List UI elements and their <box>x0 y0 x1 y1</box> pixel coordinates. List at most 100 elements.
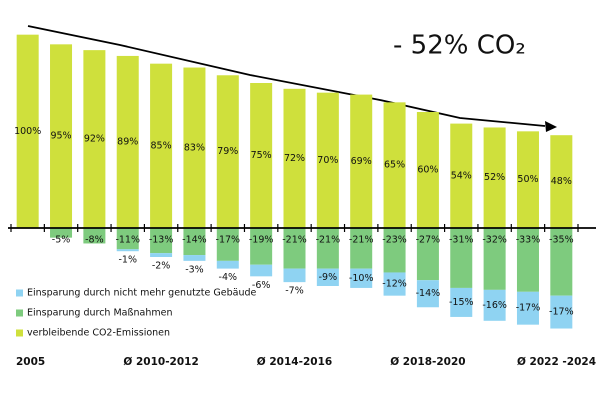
value-label: -21% <box>282 235 307 246</box>
value-label: -21% <box>316 235 341 246</box>
bar-segment <box>550 228 573 296</box>
bar-segment <box>350 94 373 228</box>
value-label: 89% <box>117 136 138 147</box>
bar-segment <box>450 287 473 317</box>
bar-segment <box>483 289 506 321</box>
legend-label: verbleibende CO2-Emissionen <box>27 328 170 339</box>
value-label: -1% <box>118 255 137 266</box>
bar-segment <box>450 123 473 228</box>
value-label: 54% <box>451 170 472 181</box>
bar-segment <box>550 135 573 228</box>
bar-segment <box>83 50 106 229</box>
value-label: -35% <box>549 235 574 246</box>
value-label: -19% <box>249 235 274 246</box>
bar-segment <box>316 228 339 269</box>
value-label: -17% <box>516 303 541 314</box>
value-label: 52% <box>484 172 505 183</box>
legend-label: Einsparung durch nicht mehr genutzte Geb… <box>27 288 256 299</box>
value-label: -31% <box>449 235 474 246</box>
value-label: 100% <box>14 126 41 137</box>
bar-segment <box>250 228 273 265</box>
value-label: 83% <box>184 142 205 153</box>
bar-segment <box>283 88 306 228</box>
value-label: -15% <box>449 297 474 308</box>
value-label: -27% <box>416 235 441 246</box>
value-label: -16% <box>482 300 507 311</box>
annotation: - 52% CO₂ <box>393 31 526 61</box>
legend-label: Einsparung durch Maßnahmen <box>27 308 172 319</box>
bar-segment <box>216 228 239 261</box>
value-label: -5% <box>52 235 71 246</box>
value-label: 72% <box>284 153 305 164</box>
bar-segment <box>116 228 139 250</box>
value-label: -11% <box>115 235 140 246</box>
value-label: -13% <box>149 235 174 246</box>
value-label: -4% <box>219 272 238 283</box>
value-label: 48% <box>551 176 572 187</box>
value-label: 79% <box>217 146 238 157</box>
value-label: -14% <box>182 235 207 246</box>
legend-swatch <box>16 329 23 337</box>
bar-segment <box>116 249 139 252</box>
bar-segment <box>316 92 339 229</box>
bar-segment <box>516 228 539 292</box>
bar-segment <box>183 255 206 261</box>
bar-segment <box>116 55 139 228</box>
bar-segment <box>383 228 406 273</box>
bar-segment <box>316 268 339 286</box>
bar-segment <box>216 260 239 269</box>
legend-swatch <box>16 289 23 297</box>
value-label: -23% <box>382 235 407 246</box>
value-label: -12% <box>382 279 407 290</box>
value-label: -8% <box>85 235 104 246</box>
value-label: 69% <box>351 156 372 167</box>
bar-segment <box>483 127 506 228</box>
bar-segment <box>50 44 73 229</box>
bar-segment <box>183 228 206 256</box>
bar-segment <box>383 272 406 296</box>
value-label: -21% <box>349 235 374 246</box>
bar-segment <box>483 228 506 290</box>
x-tick-label: 2005 <box>16 356 45 368</box>
value-label: 50% <box>517 174 538 185</box>
bar-segment <box>516 131 539 228</box>
bar-segment <box>16 34 39 228</box>
bar-segment <box>450 228 473 288</box>
bar-segment <box>383 102 406 228</box>
bar-segment <box>283 268 306 283</box>
bar-segment <box>283 228 306 269</box>
bar-segment <box>50 228 73 238</box>
value-label: -9% <box>319 272 338 283</box>
x-tick-label: Ø 2018-2020 <box>390 356 465 368</box>
legend-swatch <box>16 309 23 317</box>
value-label: -3% <box>185 264 204 275</box>
x-tick-label: Ø 2022 -2024 <box>517 356 596 368</box>
bar-segment <box>550 295 573 329</box>
bar-segment <box>416 228 439 281</box>
value-label: -14% <box>416 288 441 299</box>
bar-segment <box>250 264 273 277</box>
bar-segment <box>150 228 173 254</box>
bar-segment <box>516 291 539 325</box>
bar-segment <box>416 112 439 228</box>
x-tick-label: Ø 2010-2012 <box>123 356 198 368</box>
bar-segment <box>150 63 173 228</box>
bar-segment <box>416 280 439 308</box>
value-label: -6% <box>252 280 271 291</box>
value-label: -17% <box>549 307 574 318</box>
x-tick-label: Ø 2014-2016 <box>257 356 332 368</box>
bar-segment <box>350 268 373 288</box>
value-label: 85% <box>151 140 172 151</box>
value-label: -32% <box>482 235 507 246</box>
bar-segment <box>350 228 373 269</box>
value-label: -33% <box>516 235 541 246</box>
bar-segment <box>183 67 206 229</box>
bar-segment <box>150 253 173 257</box>
value-label: -2% <box>152 261 171 272</box>
value-label: -10% <box>349 273 374 284</box>
value-label: 75% <box>251 150 272 161</box>
value-label: 92% <box>84 134 105 145</box>
value-label: -17% <box>216 235 241 246</box>
value-label: 65% <box>384 160 405 171</box>
